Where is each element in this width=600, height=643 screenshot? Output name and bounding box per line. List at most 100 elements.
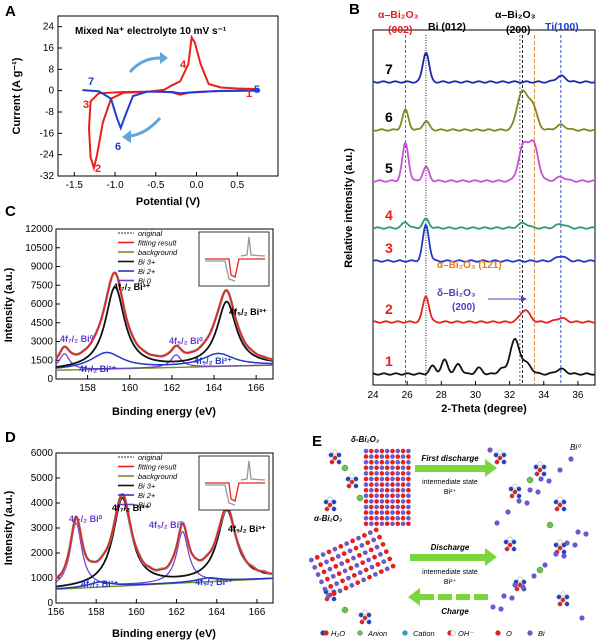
- inset-original-curve: [240, 236, 266, 257]
- bi-atom: [546, 478, 552, 484]
- bi-atom: [579, 615, 585, 621]
- bi-atom: [572, 542, 578, 548]
- sweep-arrow-backward-head: [122, 130, 131, 143]
- xrd-pattern-label: 3: [385, 240, 393, 256]
- bi-atom: [520, 584, 526, 590]
- panel-e-schematic: δ-Bi₂O₃ α-Bi₂O₃ Bi⁰ First discharge inte…: [308, 435, 589, 638]
- solvated-ion-cluster: [345, 473, 359, 489]
- xrd-pattern-label: 7: [385, 61, 393, 77]
- legend-marker: [402, 630, 408, 636]
- inset-fit-curve: [205, 482, 265, 502]
- panel-c-ylabel: Intensity (a.u.): [3, 267, 15, 342]
- c-ytick-label: 10500: [25, 243, 53, 254]
- sweep-arrow-backward: [129, 117, 162, 138]
- xrd-pattern-label: 1: [385, 353, 393, 369]
- panel-d-ylabel: Intensity (a.u.): [3, 490, 15, 565]
- a-ytick-label: -24: [40, 150, 55, 161]
- xps-peak-label: 4f₅/₂ Bi⁰: [149, 520, 183, 530]
- legend-marker: [357, 630, 363, 636]
- solvated-ion-cluster: [553, 539, 567, 555]
- xps-peak-label: 4f₅/₂ Bi²⁺: [194, 356, 232, 366]
- panel-c-xlabel: Binding energy (eV): [112, 406, 216, 418]
- bi-atom: [557, 467, 563, 473]
- legend-entry: Bi 3+: [138, 258, 156, 267]
- xrd-pattern-6: [372, 89, 596, 132]
- bi-atom: [494, 520, 500, 526]
- legend-entry: Bi 0: [138, 277, 152, 286]
- bi-atom: [524, 500, 530, 506]
- d-xtick-label: 158: [88, 607, 105, 618]
- arrow-first-discharge-head: [485, 459, 497, 477]
- legend-entry: Bi 0: [138, 501, 152, 510]
- bi-atom: [512, 582, 518, 588]
- solvated-ion-cluster: [358, 609, 372, 625]
- legend-marker: [323, 630, 329, 636]
- xrd-pattern-1: [372, 337, 596, 376]
- d-xtick-label: 164: [208, 607, 225, 618]
- schematic-legend-entry: Bi: [538, 629, 545, 638]
- xps-peak-label: 4f₇/₂ Bi⁰: [60, 334, 94, 344]
- bi-atom: [542, 562, 548, 568]
- legend-entry: Bi 3+: [138, 482, 156, 491]
- c-xtick-label: 162: [164, 383, 181, 394]
- cv-point-1: 1: [246, 88, 252, 100]
- c-fitting-curve: [55, 271, 274, 361]
- legend-entry: Bi 2+: [138, 491, 156, 500]
- bi-atom: [583, 531, 589, 537]
- a-xtick-label: 0.0: [190, 180, 204, 191]
- sweep-arrow-forward: [128, 56, 161, 74]
- solvated-ion-cluster: [503, 536, 517, 552]
- c-xtick-label: 158: [79, 383, 96, 394]
- xrd-pattern-2: [372, 295, 595, 324]
- d-fitting-curve: [55, 493, 274, 580]
- c-ytick-label: 3000: [31, 337, 54, 348]
- a-ytick-label: 8: [48, 64, 54, 75]
- panel-a-title: Mixed Na⁺ electrolyte 10 mV s⁻¹: [75, 26, 227, 37]
- xrd-pattern-7: [372, 52, 596, 84]
- label-alpha-121: α–Bi₂O₃ (̄121): [437, 260, 502, 271]
- delta-arrow-head: [521, 296, 527, 302]
- inset-fit-curve: [205, 258, 265, 278]
- a-ytick-label: 24: [43, 22, 55, 33]
- c-ytick-label: 1500: [31, 355, 54, 366]
- cv-point-3: 3: [83, 99, 89, 111]
- bi-atom: [564, 540, 570, 546]
- discharge-label: Discharge: [431, 543, 470, 552]
- arrow-first-discharge: [415, 465, 485, 472]
- xps-peak-label: 4f₅/₂ Bi³⁺: [228, 524, 266, 534]
- cv-point-2: 2: [95, 163, 101, 175]
- first-discharge-label: First discharge: [421, 454, 479, 463]
- solvated-ion-cluster: [323, 496, 337, 512]
- arrow-charge-dashed: [408, 588, 488, 606]
- panel-d-xlabel: Binding energy (eV): [112, 628, 216, 640]
- panel-label-c: C: [5, 203, 16, 220]
- bi-atom: [553, 551, 559, 557]
- label-alpha-002: α–Bi₂O₃: [378, 9, 419, 21]
- panel-b-xrd-chart: 2-Theta (degree) Relative intensity (a.u…: [343, 9, 596, 415]
- alpha-bi2o3-label: α-Bi₂O₃: [314, 514, 342, 523]
- inset-original-curve-2: [205, 260, 236, 282]
- legend-marker: [527, 630, 533, 636]
- c-ytick-label: 4500: [31, 318, 54, 329]
- legend-entry: background: [138, 248, 178, 257]
- xrd-pattern-label: 6: [385, 109, 393, 125]
- label-alpha-002-hkl: (002): [388, 24, 413, 36]
- panel-b-ylabel: Relative intensity (a.u.): [343, 148, 355, 268]
- solvated-ion-cluster: [493, 449, 507, 465]
- xps-peak-label: 4f₅/₂ Bi²⁺: [195, 577, 233, 587]
- solvated-ion-cluster: [553, 496, 567, 512]
- bi-atom: [531, 573, 537, 579]
- c-xtick-label: 164: [206, 383, 223, 394]
- d-ytick-label: 3000: [31, 523, 54, 534]
- a-xtick-label: -0.5: [147, 180, 165, 191]
- bi-atom: [516, 498, 522, 504]
- xps-peak-label: 4f₇/₂ Bi³⁺: [113, 282, 151, 292]
- c-ytick-label: 12000: [25, 224, 53, 235]
- d-ytick-label: 1000: [31, 573, 54, 584]
- xrd-pattern-5: [373, 139, 595, 183]
- xrd-pattern-label: 4: [385, 207, 393, 223]
- cv-point-4: 4: [180, 59, 187, 71]
- schematic-legend-entry: Anion: [367, 629, 387, 638]
- xrd-pattern-label: 2: [385, 301, 393, 317]
